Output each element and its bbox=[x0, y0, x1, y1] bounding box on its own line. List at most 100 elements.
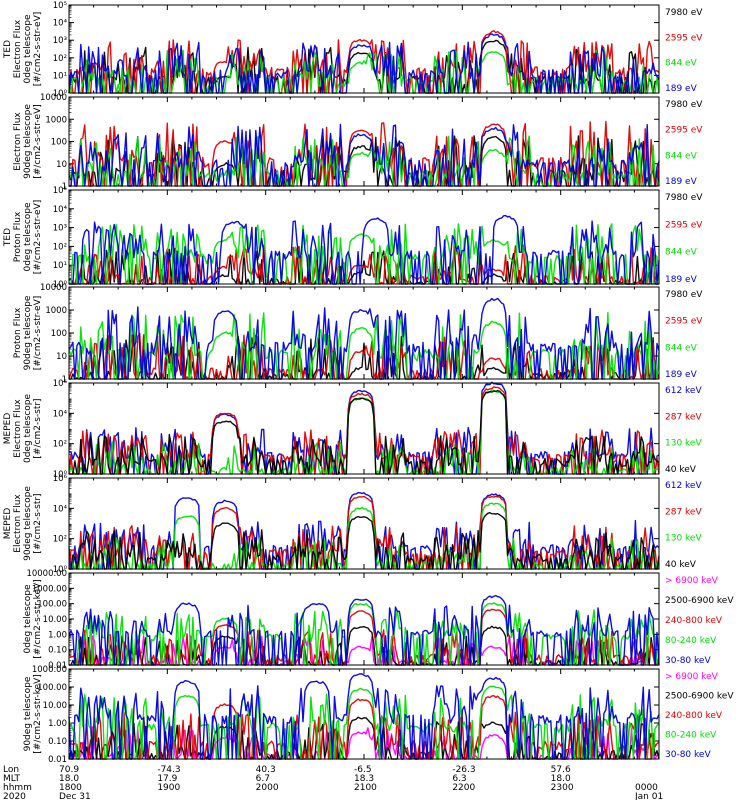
legend-entry: 30-80 keV bbox=[665, 750, 711, 760]
y-tick-label: 10⁴ bbox=[53, 19, 68, 29]
y-tick-label: 10⁶ bbox=[53, 379, 68, 389]
y-axis-label: TED bbox=[3, 228, 13, 247]
series-line-240-800-kev bbox=[68, 695, 660, 760]
y-axis-label: 90deg telescope bbox=[23, 104, 33, 179]
series-line-30-80-kev bbox=[68, 594, 660, 666]
panel-frame bbox=[68, 286, 660, 380]
legend-entry: 189 eV bbox=[665, 84, 698, 94]
y-tick-label: 10² bbox=[53, 535, 67, 545]
y-tick-label: 10⁰ bbox=[53, 470, 68, 480]
y-axis-label: [#/cm2-s-str-eV] bbox=[33, 200, 43, 275]
panel-frame bbox=[68, 572, 660, 666]
panel-frame bbox=[68, 477, 660, 570]
legend-entry: 2595 eV bbox=[665, 126, 703, 136]
y-tick-label: 1000.00 bbox=[32, 584, 67, 594]
y-axis-label: [#/cm2-s-str-eV] bbox=[33, 296, 43, 371]
legend-entry: 240-800 keV bbox=[665, 616, 723, 626]
series-line-130-kev bbox=[69, 502, 660, 570]
y-tick-label: 1000 bbox=[45, 115, 67, 125]
y-axis-label: [#/cm2-s-str] bbox=[33, 493, 43, 553]
legend-entry: 189 eV bbox=[665, 177, 698, 187]
y-tick-label: 10⁰ bbox=[53, 565, 68, 575]
time-axis-date: Jan 01 bbox=[634, 792, 663, 800]
time-axis-mlt: 18.0 bbox=[551, 774, 571, 784]
time-axis-mlt: 18.3 bbox=[354, 774, 374, 784]
legend-entry: 130 keV bbox=[665, 534, 702, 544]
panel-frame bbox=[68, 189, 660, 285]
time-axis-mlt: 6.3 bbox=[452, 774, 466, 784]
legend-entry: 844 eV bbox=[665, 151, 698, 161]
y-tick-label: 1 bbox=[62, 182, 67, 192]
y-tick-label: 10000 bbox=[40, 93, 67, 103]
series-line-844-ev bbox=[68, 48, 660, 94]
legend-entry: 189 eV bbox=[665, 370, 698, 380]
legend-entry: > 6900 keV bbox=[665, 576, 719, 586]
legend-entry: 80-240 keV bbox=[665, 731, 717, 741]
y-tick-label: 1000.00 bbox=[32, 665, 67, 675]
time-axis-mlt: 6.7 bbox=[256, 774, 270, 784]
time-axis-lon: -74.3 bbox=[157, 765, 180, 775]
y-axis-label: MEPED bbox=[3, 508, 13, 540]
legend-entry: 7980 eV bbox=[665, 290, 703, 300]
y-tick-label: 10⁵ bbox=[53, 1, 67, 11]
y-axis-label: Electron Flux bbox=[13, 494, 23, 553]
time-axis-mlt: 17.9 bbox=[157, 774, 177, 784]
legend-entry: 130 keV bbox=[665, 439, 702, 449]
legend-entry: 2595 eV bbox=[665, 220, 703, 230]
y-tick-label: 10⁴ bbox=[53, 205, 68, 215]
legend-entry: 2595 eV bbox=[665, 317, 703, 327]
time-axis-row-label: 2020 bbox=[3, 792, 26, 800]
panel-frame bbox=[68, 96, 660, 187]
y-axis-label: [#/cm2-s-str-keV] bbox=[33, 674, 43, 753]
y-axis-label: Electron Flux bbox=[13, 399, 23, 458]
y-tick-label: 10² bbox=[53, 242, 67, 252]
series-line-240-800-kev bbox=[68, 608, 660, 666]
y-axis-label: Proton Flux bbox=[13, 211, 23, 262]
y-axis-label: 90deg telescope bbox=[23, 295, 33, 370]
y-tick-label: 1 bbox=[62, 375, 67, 385]
panel-frame bbox=[68, 382, 660, 475]
legend-entry: 287 keV bbox=[665, 507, 702, 517]
y-tick-label: 10¹ bbox=[53, 71, 67, 81]
y-tick-label: 10⁰ bbox=[53, 280, 68, 290]
panel-7: 0.01 0.10 1.00 10.00 100.00 1000.00 10000.00 0d… bbox=[23, 569, 734, 671]
time-axis-lon: -26.3 bbox=[452, 765, 475, 775]
y-tick-label: 10³ bbox=[53, 36, 67, 46]
y-tick-label: 1.00 bbox=[48, 630, 67, 640]
time-axis-hhmm: 1900 bbox=[157, 783, 180, 793]
panel-4: 1 10 100 1000 10000 Proton Flux 90deg telescop… bbox=[13, 283, 703, 385]
y-tick-label: 10⁴ bbox=[53, 409, 68, 419]
series-line-2595-ev bbox=[69, 120, 660, 187]
y-tick-label: 100.00 bbox=[37, 600, 67, 610]
y-tick-label: 10.00 bbox=[43, 615, 67, 625]
y-axis-label: Proton Flux bbox=[13, 307, 23, 358]
y-tick-label: 0.10 bbox=[48, 646, 67, 656]
y-tick-label: 0.10 bbox=[48, 737, 67, 747]
y-axis-label: 90deg telescope bbox=[23, 486, 33, 561]
y-tick-label: 100 bbox=[51, 138, 67, 148]
y-axis-label: [#/cm2-s-str] bbox=[33, 398, 43, 458]
legend-entry: 844 eV bbox=[665, 59, 698, 69]
time-axis-row-label: Lon bbox=[3, 765, 19, 775]
y-tick-label: 10 bbox=[56, 352, 67, 362]
time-axis-lon: -6.5 bbox=[354, 765, 372, 775]
legend-entry: 189 eV bbox=[665, 275, 698, 285]
y-tick-label: 10⁶ bbox=[53, 474, 68, 484]
time-axis-mlt: 18.0 bbox=[59, 774, 79, 784]
series-line-2500-6900-kev bbox=[68, 625, 660, 666]
y-axis-label: 0deg telescope bbox=[23, 584, 33, 654]
legend-entry: 2500-6900 keV bbox=[665, 596, 734, 606]
y-axis-label: [#/cm2-s-str-eV] bbox=[33, 104, 43, 179]
legend-entry: 7980 eV bbox=[665, 193, 703, 203]
legend-entry: 844 eV bbox=[665, 248, 698, 258]
panel-6: 10⁰ 10² 10⁴ 10⁶ MEPED Electron Flux 90deg tele… bbox=[3, 474, 702, 575]
legend-entry: 844 eV bbox=[665, 343, 698, 353]
y-tick-label: 10² bbox=[53, 54, 67, 64]
y-axis-label: 0deg telescope bbox=[23, 394, 33, 464]
y-axis-label: Electron Flux bbox=[13, 112, 23, 171]
y-axis-label: 0deg telescope bbox=[23, 202, 33, 272]
y-tick-label: 0.01 bbox=[48, 755, 67, 765]
y-axis-label: 90deg telescope bbox=[23, 676, 33, 751]
series-line-40-kev bbox=[69, 512, 660, 570]
